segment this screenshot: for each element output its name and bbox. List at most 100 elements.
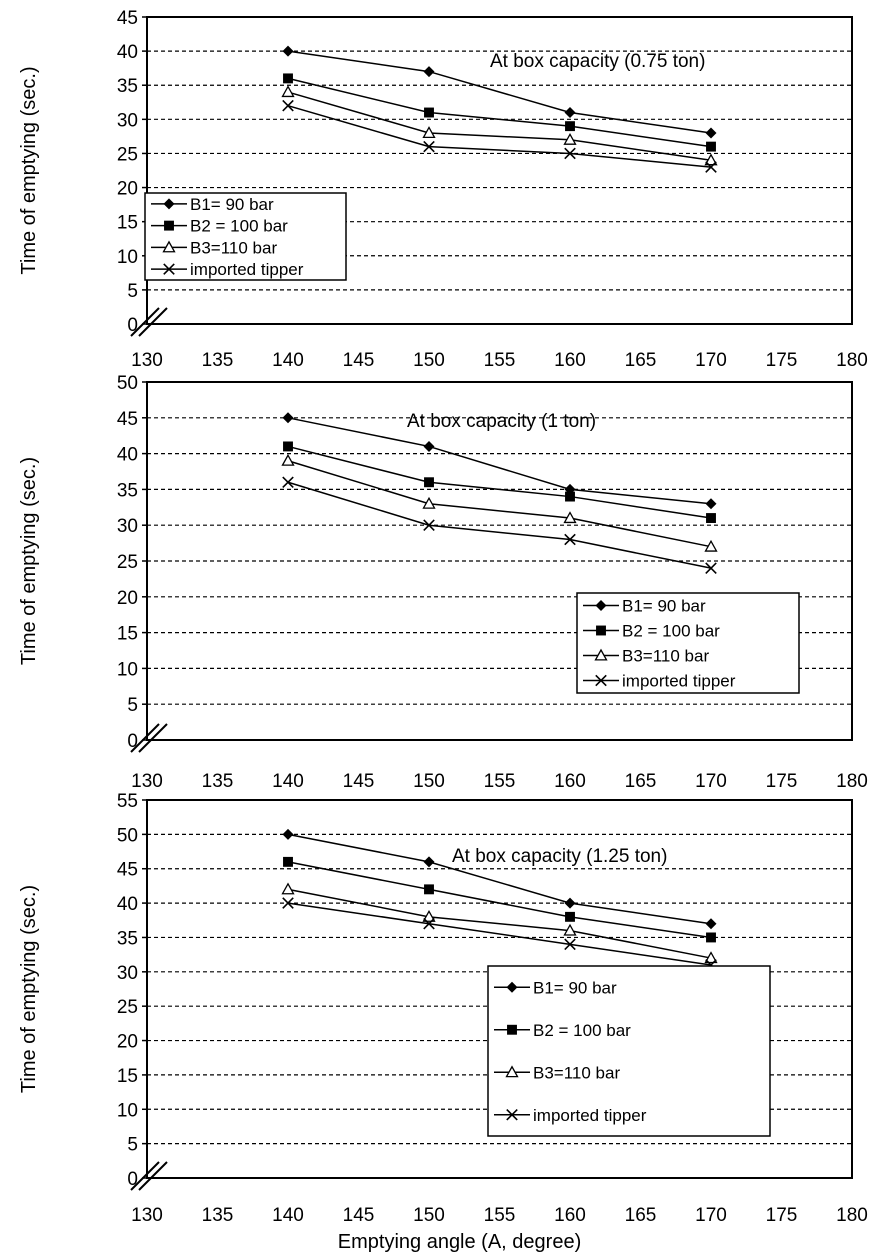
x-tick-label: 160 — [554, 350, 586, 371]
y-tick-label: 20 — [117, 1032, 138, 1053]
y-tick-label: 30 — [117, 516, 138, 537]
legend-marker-square — [596, 626, 606, 636]
data-point-triangle — [283, 884, 294, 894]
x-tick-label: 140 — [272, 771, 304, 792]
data-point-diamond — [565, 107, 576, 118]
series-line — [288, 903, 711, 965]
series-4 — [283, 898, 716, 970]
x-tick-label: 135 — [202, 1205, 234, 1226]
x-tick-labels: 130 135 140 145 150 155 160 165 170 175 180 — [131, 350, 868, 371]
legend-label: B1= 90 bar — [533, 978, 617, 997]
x-tick-label: 175 — [766, 771, 798, 792]
legend-label: imported tipper — [622, 672, 736, 691]
x-tick-label: 165 — [625, 771, 657, 792]
chart-panel-2: 0 5 10 15 20 25 30 35 40 45 50 130 135 140 145 150 155 16… — [18, 373, 868, 792]
x-tick-label: 170 — [695, 350, 727, 371]
y-tick-labels: 0 5 10 15 20 25 30 35 40 45 50 55 — [117, 791, 147, 1190]
data-point-diamond — [283, 412, 294, 423]
legend-label: B3=110 bar — [622, 647, 709, 666]
data-point-triangle — [283, 87, 294, 97]
y-tick-label: 0 — [127, 315, 138, 336]
x-tick-label: 130 — [131, 771, 163, 792]
x-tick-label: 175 — [766, 350, 798, 371]
y-tick-label: 50 — [117, 373, 138, 394]
y-tick-label: 20 — [117, 179, 138, 200]
capacity-annotation: At box capacity (1.25 ton) — [452, 846, 667, 867]
x-tick-label: 160 — [554, 1205, 586, 1226]
x-tick-label: 135 — [202, 771, 234, 792]
y-tick-label: 50 — [117, 825, 138, 846]
y-tick-label: 55 — [117, 791, 138, 812]
x-tick-label: 145 — [343, 350, 375, 371]
data-point-x — [283, 100, 293, 110]
data-point-square — [706, 933, 716, 943]
legend-label: B1= 90 bar — [190, 195, 274, 214]
legend-label: B1= 90 bar — [622, 597, 706, 616]
y-tick-label: 10 — [117, 1100, 138, 1121]
legend-label: B2 = 100 bar — [533, 1021, 631, 1040]
data-point-square — [283, 857, 293, 867]
y-tick-label: 35 — [117, 928, 138, 949]
y-tick-label: 45 — [117, 860, 138, 881]
legend-label: imported tipper — [190, 260, 304, 279]
x-tick-label: 180 — [836, 771, 868, 792]
legend-label: B2 = 100 bar — [190, 217, 288, 236]
x-tick-label: 165 — [625, 350, 657, 371]
x-tick-label: 140 — [272, 350, 304, 371]
legend: B1= 90 bar B2 = 100 bar B3=110 bar imported… — [577, 593, 799, 693]
x-tick-label: 180 — [836, 350, 868, 371]
x-tick-label: 150 — [413, 771, 445, 792]
y-tick-label: 45 — [117, 8, 138, 29]
data-point-diamond — [283, 46, 294, 57]
data-point-diamond — [565, 898, 576, 909]
data-point-diamond — [424, 441, 435, 452]
x-tick-label: 160 — [554, 771, 586, 792]
data-point-diamond — [706, 918, 717, 929]
data-point-square — [283, 441, 293, 451]
y-tick-label: 5 — [127, 695, 138, 716]
y-tick-label: 25 — [117, 552, 138, 573]
y-tick-labels: 0 5 10 15 20 25 30 35 40 45 — [117, 8, 147, 336]
legend-label: B3=110 bar — [190, 238, 277, 257]
y-tick-label: 0 — [127, 731, 138, 752]
series-3 — [283, 884, 717, 963]
x-tick-label: 140 — [272, 1205, 304, 1226]
y-tick-labels: 05101520253035404550 — [117, 373, 147, 752]
y-tick-label: 20 — [117, 588, 138, 609]
legend: B1= 90 bar B2 = 100 bar B3=110 bar imported… — [145, 193, 346, 280]
data-point-square — [565, 121, 575, 131]
y-tick-label: 15 — [117, 213, 138, 234]
data-point-square — [424, 108, 434, 118]
y-tick-label: 10 — [117, 659, 138, 680]
chart-panel-3: 0 5 10 15 20 25 30 35 40 45 50 55 130 135 140 145 150 155… — [18, 791, 868, 1253]
y-tick-label: 25 — [117, 997, 138, 1018]
series-line — [288, 461, 711, 547]
data-point-square — [565, 492, 575, 502]
legend-marker-square — [507, 1025, 517, 1035]
y-tick-label: 30 — [117, 110, 138, 131]
x-tick-label: 150 — [413, 1205, 445, 1226]
y-tick-label: 45 — [117, 409, 138, 430]
legend-label: B3=110 bar — [533, 1063, 620, 1082]
x-tick-label: 155 — [484, 350, 516, 371]
legend-label: imported tipper — [533, 1106, 647, 1125]
x-tick-label: 130 — [131, 1205, 163, 1226]
legend-label: B2 = 100 bar — [622, 622, 720, 641]
series-1 — [283, 829, 717, 929]
data-point-diamond — [706, 127, 717, 138]
y-tick-label: 40 — [117, 894, 138, 915]
data-point-square — [424, 884, 434, 894]
legend: B1= 90 bar B2 = 100 bar B3=110 bar imported… — [488, 966, 770, 1136]
y-tick-label: 5 — [127, 281, 138, 302]
x-tick-label: 175 — [766, 1205, 798, 1226]
y-tick-label: 15 — [117, 624, 138, 645]
x-tick-label: 145 — [343, 771, 375, 792]
data-point-diamond — [424, 856, 435, 867]
y-axis-title: Time of emptying (sec.) — [18, 66, 40, 274]
x-tick-label: 145 — [343, 1205, 375, 1226]
data-point-square — [283, 73, 293, 83]
y-tick-label: 15 — [117, 1066, 138, 1087]
x-tick-label: 135 — [202, 350, 234, 371]
series-2 — [283, 857, 716, 943]
